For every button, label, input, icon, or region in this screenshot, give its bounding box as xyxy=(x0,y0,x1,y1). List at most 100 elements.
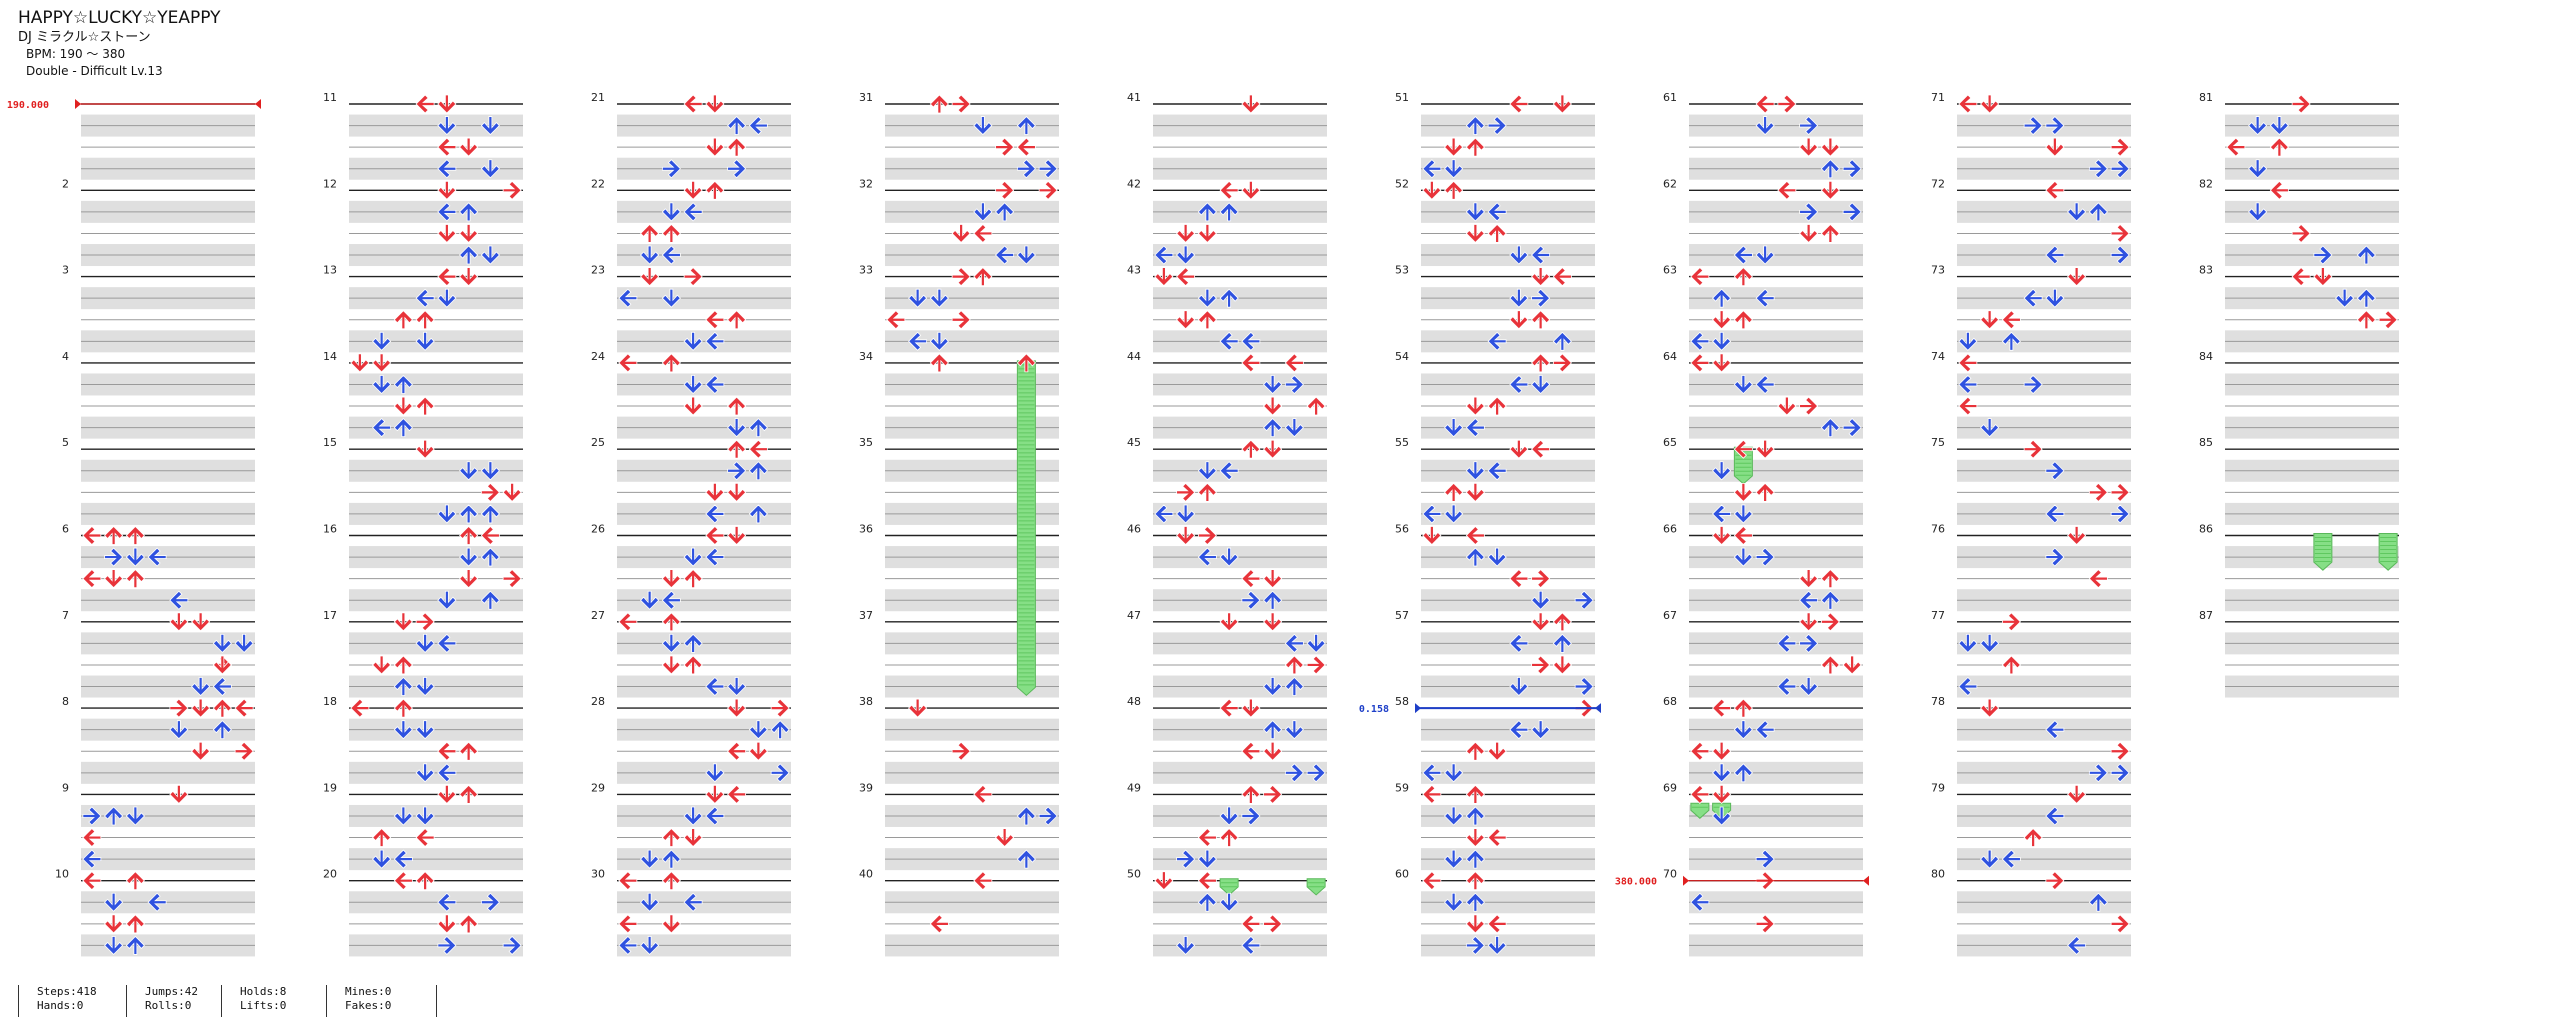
arrow-note xyxy=(1465,741,1485,761)
arrow-note xyxy=(1197,482,1217,502)
arrow-note xyxy=(748,439,768,459)
arrow-note xyxy=(393,676,413,696)
arrow-note xyxy=(1465,202,1485,222)
arrow-note xyxy=(191,612,211,632)
arrow-note xyxy=(2067,785,2087,804)
arrow-note xyxy=(951,310,971,330)
arrow-note xyxy=(104,914,124,934)
arrow-note xyxy=(1176,936,1196,955)
arrow-note xyxy=(1690,267,1710,287)
stat-value: Hands:0 xyxy=(37,999,84,1012)
arrow-note xyxy=(1306,633,1326,653)
arrow-note xyxy=(125,569,145,589)
measure-number: 3 xyxy=(62,264,69,277)
arrow-note xyxy=(415,331,435,351)
arrow-note xyxy=(640,849,660,869)
arrow-note xyxy=(1733,245,1753,265)
arrow-note xyxy=(1444,159,1464,179)
arrow-note xyxy=(2045,137,2065,157)
arrow-note xyxy=(393,720,413,740)
arrow-note xyxy=(770,763,790,783)
arrow-note xyxy=(727,310,747,330)
arrow-note xyxy=(2045,180,2065,200)
measure-number: 77 xyxy=(1931,609,1945,622)
arrow-note xyxy=(393,310,413,330)
arrow-note xyxy=(1509,677,1529,697)
arrow-note xyxy=(2045,504,2065,524)
arrow-note xyxy=(1038,180,1058,200)
arrow-note xyxy=(82,871,102,891)
measure-number: 62 xyxy=(1663,177,1677,190)
arrow-note xyxy=(1509,720,1529,740)
measure-number: 2 xyxy=(62,177,69,190)
arrow-note xyxy=(1197,461,1217,481)
measure-number: 82 xyxy=(2199,177,2213,190)
arrow-note xyxy=(437,288,457,308)
arrow-note xyxy=(748,116,768,136)
arrow-note xyxy=(2001,849,2021,869)
arrow-note xyxy=(1176,310,1196,330)
arrow-note xyxy=(459,504,479,524)
arrow-note xyxy=(480,482,500,502)
arrow-note xyxy=(748,720,768,740)
arrow-note xyxy=(1219,202,1239,222)
arrow-note xyxy=(480,547,500,567)
measure-number: 39 xyxy=(859,781,873,794)
arrow-note xyxy=(1241,590,1261,610)
arrow-note xyxy=(1465,892,1485,912)
arrow-note xyxy=(147,892,167,912)
measure-number: 24 xyxy=(591,350,605,363)
arrow-note xyxy=(995,180,1015,200)
arrow-note xyxy=(2067,202,2087,222)
arrow-note xyxy=(1690,892,1710,912)
arrow-note xyxy=(2313,245,2333,265)
measure-number: 87 xyxy=(2199,609,2213,622)
measure-number: 53 xyxy=(1395,264,1409,277)
bpm-marker-tip xyxy=(255,99,261,109)
arrow-note xyxy=(1465,849,1485,869)
arrow-note xyxy=(1263,720,1283,740)
arrow-note xyxy=(1465,224,1485,244)
arrow-note xyxy=(683,892,703,912)
arrow-note xyxy=(1799,396,1819,416)
arrow-note xyxy=(618,288,638,308)
arrow-note xyxy=(480,504,500,524)
arrow-note xyxy=(2088,763,2108,783)
bpm-marker-tip xyxy=(1683,875,1689,886)
arrow-note xyxy=(2023,288,2043,308)
measure-number: 36 xyxy=(859,523,873,536)
arrow-note xyxy=(1263,569,1283,589)
arrow-note xyxy=(908,288,928,308)
arrow-note xyxy=(661,159,681,179)
arrow-note xyxy=(2088,159,2108,179)
arrow-note xyxy=(1263,612,1283,632)
arrow-note xyxy=(437,159,457,179)
arrow-note xyxy=(1154,267,1174,287)
arrow-note xyxy=(1263,677,1283,697)
measure-number: 32 xyxy=(859,177,873,190)
arrow-note xyxy=(2356,310,2376,330)
arrow-note xyxy=(1219,698,1239,718)
hold-note xyxy=(2313,533,2333,571)
arrow-note xyxy=(104,547,124,567)
arrow-note xyxy=(727,159,747,179)
arrow-note xyxy=(1574,590,1594,610)
arrow-note xyxy=(1176,267,1196,287)
arrow-note xyxy=(1263,375,1283,395)
stop-marker-tip xyxy=(1595,703,1601,714)
arrow-note xyxy=(2045,547,2065,567)
arrow-note xyxy=(1690,353,1710,373)
measure-number: 41 xyxy=(1127,91,1141,104)
arrow-note xyxy=(1733,310,1753,330)
arrow-note xyxy=(1690,331,1710,351)
arrow-note xyxy=(1552,331,1572,351)
arrow-note xyxy=(1422,763,1442,783)
arrow-note xyxy=(661,612,681,632)
arrow-note xyxy=(1241,914,1261,934)
arrow-note xyxy=(1487,202,1507,222)
arrow-note xyxy=(886,310,906,330)
measure-number: 15 xyxy=(323,436,337,449)
measure-number: 38 xyxy=(859,695,873,708)
arrow-note xyxy=(2067,267,2087,287)
arrow-note xyxy=(973,267,993,287)
